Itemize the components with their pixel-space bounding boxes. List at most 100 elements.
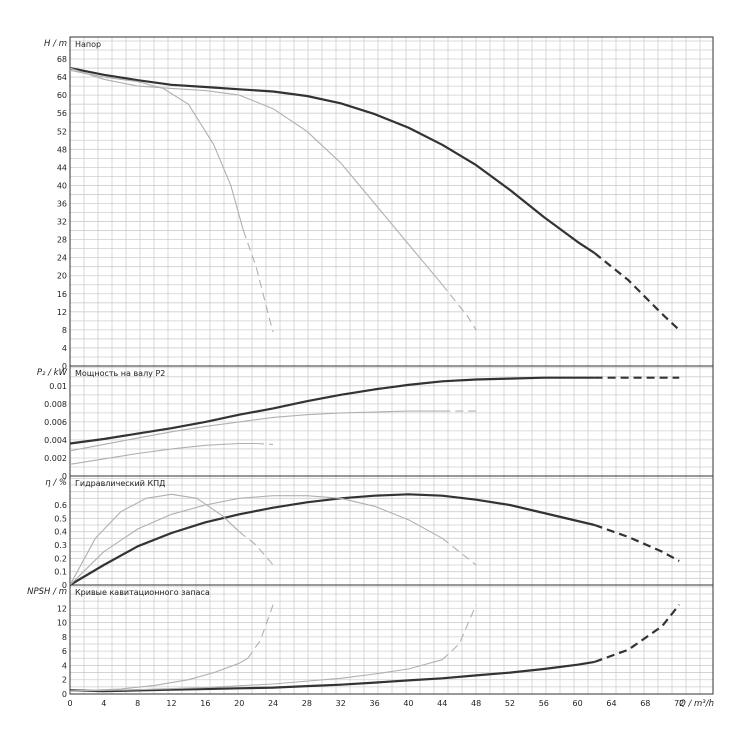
y-tick-label: 8 (62, 326, 67, 335)
y-tick-label: 0.01 (49, 382, 67, 391)
series-line-solid (69, 67, 596, 255)
y-tick-label: 20 (57, 272, 67, 281)
y-tick-label: 60 (57, 91, 67, 100)
y-tick-label: 40 (57, 181, 67, 190)
series-line-solid (69, 67, 443, 286)
x-tick-label: 48 (471, 699, 481, 708)
y-tick-label: 32 (57, 218, 67, 227)
y-tick-label: 0 (62, 472, 67, 481)
series-line-dashed (441, 537, 477, 566)
series-3 (69, 493, 274, 586)
series-line-solid (69, 410, 443, 452)
y-tick-label: 0.6 (54, 501, 67, 510)
series-line-dashed (242, 230, 274, 333)
series-line-solid (69, 493, 240, 586)
y-axis-label: P₂ / kW (37, 368, 68, 378)
y-tick-label: 12 (57, 308, 67, 317)
panel-title: Мощность на валу P2 (75, 369, 165, 378)
series-3 (69, 69, 274, 333)
y-tick-label: 10 (57, 619, 67, 628)
y-tick-label: 12 (57, 604, 67, 613)
y-tick-label: 0 (62, 362, 67, 371)
y-tick-label: 0.2 (54, 554, 67, 563)
y-tick-label: 6 (62, 647, 67, 656)
y-tick-label: 0.004 (44, 436, 67, 445)
y-tick-label: 16 (57, 290, 67, 299)
y-tick-label: 48 (57, 145, 67, 154)
y-tick-label: 0.002 (44, 454, 67, 463)
x-tick-label: 32 (336, 699, 346, 708)
x-tick-label: 68 (640, 699, 650, 708)
series-line-solid (69, 657, 248, 692)
panel-2: 0 0.002 0.004 0.006 0.008 0.01 P₂ / kW Мощность… (37, 365, 714, 481)
x-tick-label: 4 (101, 699, 106, 708)
y-tick-label: 28 (57, 236, 67, 245)
y-tick-label: 4 (62, 344, 67, 353)
panel-frame (69, 365, 714, 477)
y-tick-label: 0.1 (54, 568, 67, 577)
y-tick-label: 4 (62, 661, 67, 670)
y-axis-label: η / % (45, 478, 67, 488)
y-tick-label: 0.008 (44, 400, 67, 409)
series-2 (69, 67, 477, 331)
x-tick-label: 56 (539, 699, 549, 708)
series-line-dashed (238, 531, 274, 566)
y-tick-label: 36 (57, 199, 67, 208)
x-tick-label: 72 (674, 699, 684, 708)
series-line-dashed (441, 604, 477, 661)
series-2 (69, 410, 477, 452)
series-line-solid (69, 69, 244, 231)
series-1 (69, 604, 681, 693)
x-tick-label: 12 (166, 699, 176, 708)
x-tick-label: 16 (200, 699, 210, 708)
y-tick-label: 2 (62, 676, 67, 685)
series-line-dashed (594, 604, 681, 663)
y-axis-label: NPSH / m (27, 587, 67, 597)
x-tick-label: 40 (403, 699, 413, 708)
series-line-dashed (441, 284, 477, 331)
panel-3: 0 0.1 0.2 0.3 0.4 0.5 0.6 η / % Гидравлический К… (45, 475, 714, 590)
y-tick-label: 52 (57, 127, 67, 136)
y-tick-label: 64 (57, 73, 67, 82)
y-tick-label: 0.3 (54, 541, 67, 550)
y-tick-label: 24 (57, 254, 67, 263)
series-line-solid (69, 442, 257, 465)
y-tick-label: 0 (62, 581, 67, 590)
y-tick-label: 0.4 (54, 528, 67, 537)
x-tick-label: 24 (268, 699, 278, 708)
panel-frame (69, 475, 714, 586)
y-tick-label: 0.006 (44, 418, 67, 427)
panel-frame (69, 584, 714, 695)
x-tick-label: 64 (606, 699, 616, 708)
panel-title: Напор (75, 40, 101, 49)
y-tick-label: 44 (57, 163, 67, 172)
x-tick-label: 60 (573, 699, 583, 708)
series-line-solid (69, 376, 595, 445)
x-axis-label: Q / m³/h (679, 699, 714, 709)
series-line-dashed (256, 442, 274, 445)
x-tick-label: 20 (234, 699, 244, 708)
y-tick-label: 68 (57, 55, 67, 64)
series-line-solid (69, 660, 595, 693)
x-tick-label: 0 (67, 699, 72, 708)
series-line-dashed (593, 252, 680, 331)
series-1 (69, 67, 680, 331)
series-2 (69, 495, 477, 586)
y-tick-label: 56 (57, 109, 67, 118)
panel-title: Кривые кавитационного запаса (75, 588, 210, 597)
y-tick-label: 0.5 (54, 514, 67, 523)
panel-title: Гидравлический КПД (75, 479, 165, 488)
x-tick-label: 36 (369, 699, 379, 708)
x-tick-label: 8 (135, 699, 140, 708)
x-tick-label: 52 (505, 699, 515, 708)
series-2 (69, 604, 477, 692)
y-tick-label: 0 (62, 690, 67, 699)
y-axis-label: H / m (44, 39, 67, 49)
series-1 (69, 376, 680, 445)
series-3 (69, 604, 274, 692)
x-tick-label: 28 (302, 699, 312, 708)
